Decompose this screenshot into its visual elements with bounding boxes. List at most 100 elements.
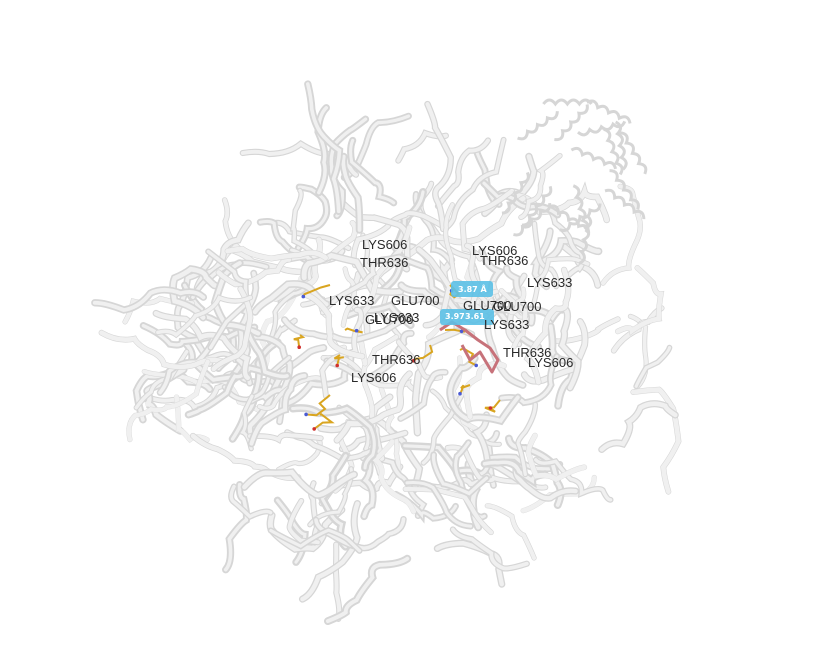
ribbon-segment bbox=[463, 361, 507, 419]
residue-label: THR636 bbox=[372, 352, 421, 367]
ribbon-segment bbox=[334, 371, 412, 443]
ribbon-segment bbox=[401, 196, 526, 261]
residue-label: LYS633 bbox=[374, 310, 420, 325]
ribbon-segment bbox=[291, 406, 376, 470]
atom-marker bbox=[304, 412, 308, 417]
ribbon-segment bbox=[451, 527, 529, 571]
ribbon-segment bbox=[153, 311, 250, 381]
ribbon-segment bbox=[223, 482, 249, 572]
ribbon-segment bbox=[306, 82, 342, 214]
ribbon-segment bbox=[186, 366, 277, 417]
ribbon-segment bbox=[170, 266, 218, 320]
ribbon-segment bbox=[291, 188, 319, 260]
ribbon-segment bbox=[599, 401, 678, 452]
ribbon-segment bbox=[362, 458, 375, 519]
residue-label: LYS606 bbox=[362, 237, 408, 252]
ribbon-segment bbox=[513, 463, 578, 501]
residue-stick bbox=[302, 284, 331, 298]
ribbon-segment bbox=[448, 356, 520, 424]
ribbon-segment bbox=[325, 331, 414, 383]
ribbon-segment bbox=[99, 330, 226, 370]
ribbon-segment bbox=[329, 117, 368, 218]
ribbon-segment bbox=[236, 271, 258, 385]
ribbon-segment bbox=[349, 138, 396, 205]
ribbon-helix bbox=[521, 185, 553, 227]
ribbon-segment bbox=[206, 249, 249, 350]
ribbon-segment bbox=[225, 246, 328, 261]
ribbon-segment bbox=[425, 102, 453, 232]
residue-label: GLU700 bbox=[365, 312, 414, 327]
residue-stick bbox=[484, 399, 501, 413]
residue-label: LYS606 bbox=[351, 370, 397, 385]
atom-marker bbox=[474, 363, 479, 368]
residue-label: LYS633 bbox=[527, 275, 573, 290]
residue-label: LYS633 bbox=[484, 317, 530, 332]
ribbon-segment bbox=[273, 237, 323, 302]
residue-label: THR636 bbox=[503, 345, 552, 360]
ribbon-helix bbox=[554, 104, 589, 142]
ribbon-segment bbox=[403, 486, 494, 535]
ribbon-segment bbox=[300, 501, 360, 602]
ribbon-helix bbox=[577, 120, 627, 137]
ribbon-segment bbox=[240, 141, 358, 177]
ribbon-segment bbox=[548, 324, 575, 408]
residue-label: THR636 bbox=[480, 253, 529, 268]
protein-ribbons bbox=[91, 80, 682, 625]
ribbon-helix bbox=[559, 203, 602, 233]
ribbon-segment bbox=[296, 185, 329, 250]
ribbon-segment bbox=[405, 480, 473, 528]
atom-marker bbox=[458, 391, 462, 396]
ribbon-segment bbox=[630, 387, 681, 495]
ribbon-segment bbox=[454, 287, 526, 315]
ribbon-segment bbox=[534, 458, 613, 502]
residue-label: GLU700 bbox=[463, 298, 512, 313]
atom-marker bbox=[488, 406, 493, 410]
ribbon-helix bbox=[501, 171, 530, 215]
ribbon-segment bbox=[320, 258, 379, 315]
ribbon-segment bbox=[252, 281, 329, 315]
ribbon-segment bbox=[320, 454, 348, 549]
residue-sticks bbox=[293, 284, 501, 431]
ribbon-segment bbox=[92, 287, 206, 313]
distance-label: 3.97 bbox=[445, 312, 465, 321]
ribbon-helix bbox=[517, 111, 559, 141]
atom-marker bbox=[312, 427, 317, 431]
ribbon-segment bbox=[342, 114, 411, 180]
ribbon-segment bbox=[325, 556, 410, 624]
ligand-sticks bbox=[439, 320, 500, 374]
ribbon-segment bbox=[304, 292, 365, 359]
ribbon-helix bbox=[603, 127, 624, 176]
ribbon-segment bbox=[547, 207, 585, 280]
residue-label: LYS606 bbox=[528, 355, 574, 370]
atom-marker bbox=[411, 358, 416, 363]
distance-label: 3.61 bbox=[465, 312, 485, 321]
ribbon-segment bbox=[559, 306, 581, 391]
ribbon-segment bbox=[361, 455, 426, 518]
ribbon-segment bbox=[269, 528, 362, 553]
ligand-stick bbox=[439, 320, 500, 374]
ribbon-segment bbox=[156, 295, 253, 338]
residue-label: GLU700 bbox=[493, 299, 542, 314]
ribbon-segment bbox=[211, 286, 253, 372]
ribbon-segment bbox=[416, 247, 452, 328]
ribbon-segment bbox=[229, 484, 273, 519]
ribbon-helix bbox=[609, 169, 640, 210]
ribbon-helix bbox=[578, 215, 593, 265]
ribbon-segment bbox=[516, 402, 537, 477]
ribbon-segment bbox=[282, 316, 407, 343]
ribbon-segment bbox=[431, 453, 489, 496]
ribbon-segment bbox=[333, 542, 342, 621]
atom-marker bbox=[301, 294, 306, 299]
residue-stick bbox=[333, 354, 344, 366]
ribbon-segment bbox=[356, 225, 412, 366]
ribbon-helix bbox=[542, 98, 593, 107]
residue-stick bbox=[459, 347, 477, 367]
ribbon-segment bbox=[257, 376, 322, 411]
ribbon-helix bbox=[570, 146, 618, 170]
ribbon-segment bbox=[247, 333, 289, 379]
ribbon-segment bbox=[191, 261, 269, 299]
ribbon-segment bbox=[144, 367, 186, 433]
ribbon-segment bbox=[216, 257, 292, 287]
